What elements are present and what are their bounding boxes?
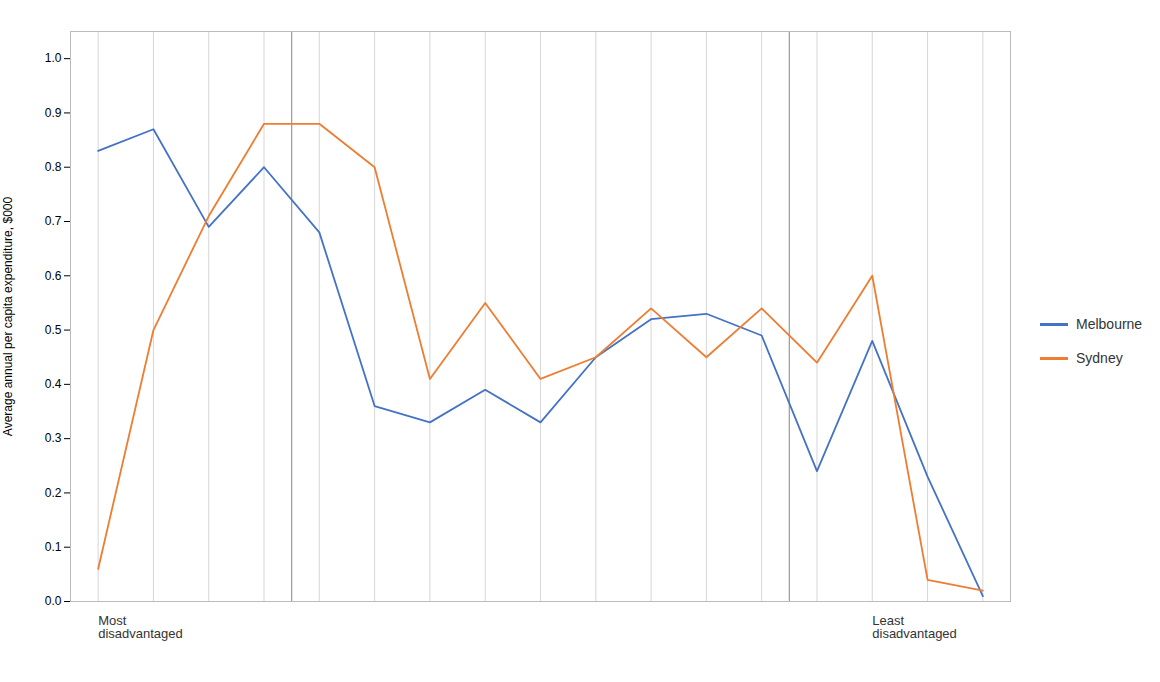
svg-text:0.8: 0.8 bbox=[45, 160, 62, 174]
svg-text:1.0: 1.0 bbox=[45, 51, 62, 65]
svg-text:0.7: 0.7 bbox=[45, 214, 62, 228]
html-text:Melbourne: Melbourne bbox=[1076, 316, 1143, 332]
svg-text:Average annual per capita expe: Average annual per capita expenditure, $… bbox=[1, 197, 15, 437]
html-text:Sydney: Sydney bbox=[1076, 350, 1123, 366]
svg-text:0.4: 0.4 bbox=[45, 377, 62, 391]
svg-text:0.2: 0.2 bbox=[45, 486, 62, 500]
svg-text:0.5: 0.5 bbox=[45, 323, 62, 337]
svg-text:0.3: 0.3 bbox=[45, 431, 62, 445]
svg-text:0.0: 0.0 bbox=[45, 594, 62, 608]
svg-text:0.6: 0.6 bbox=[45, 269, 62, 283]
svg-text:Mostdisadvantaged: Mostdisadvantaged bbox=[98, 613, 183, 641]
svg-text:0.9: 0.9 bbox=[45, 106, 62, 120]
svg-text:Leastdisadvantaged: Leastdisadvantaged bbox=[872, 613, 957, 641]
svg-text:0.1: 0.1 bbox=[45, 540, 62, 554]
